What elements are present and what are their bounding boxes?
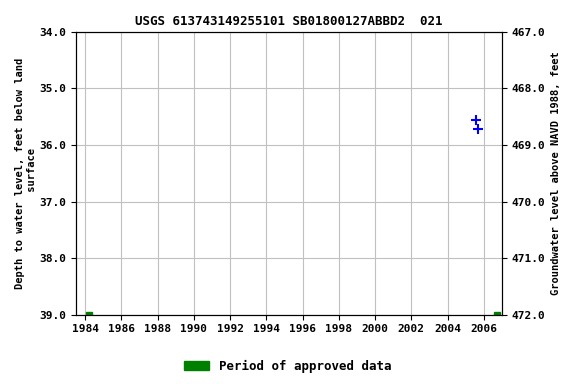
Y-axis label: Depth to water level, feet below land
 surface: Depth to water level, feet below land su… — [15, 58, 37, 289]
Legend: Period of approved data: Period of approved data — [179, 355, 397, 378]
Y-axis label: Groundwater level above NAVD 1988, feet: Groundwater level above NAVD 1988, feet — [551, 51, 561, 295]
Title: USGS 613743149255101 SB01800127ABBD2  021: USGS 613743149255101 SB01800127ABBD2 021 — [135, 15, 443, 28]
